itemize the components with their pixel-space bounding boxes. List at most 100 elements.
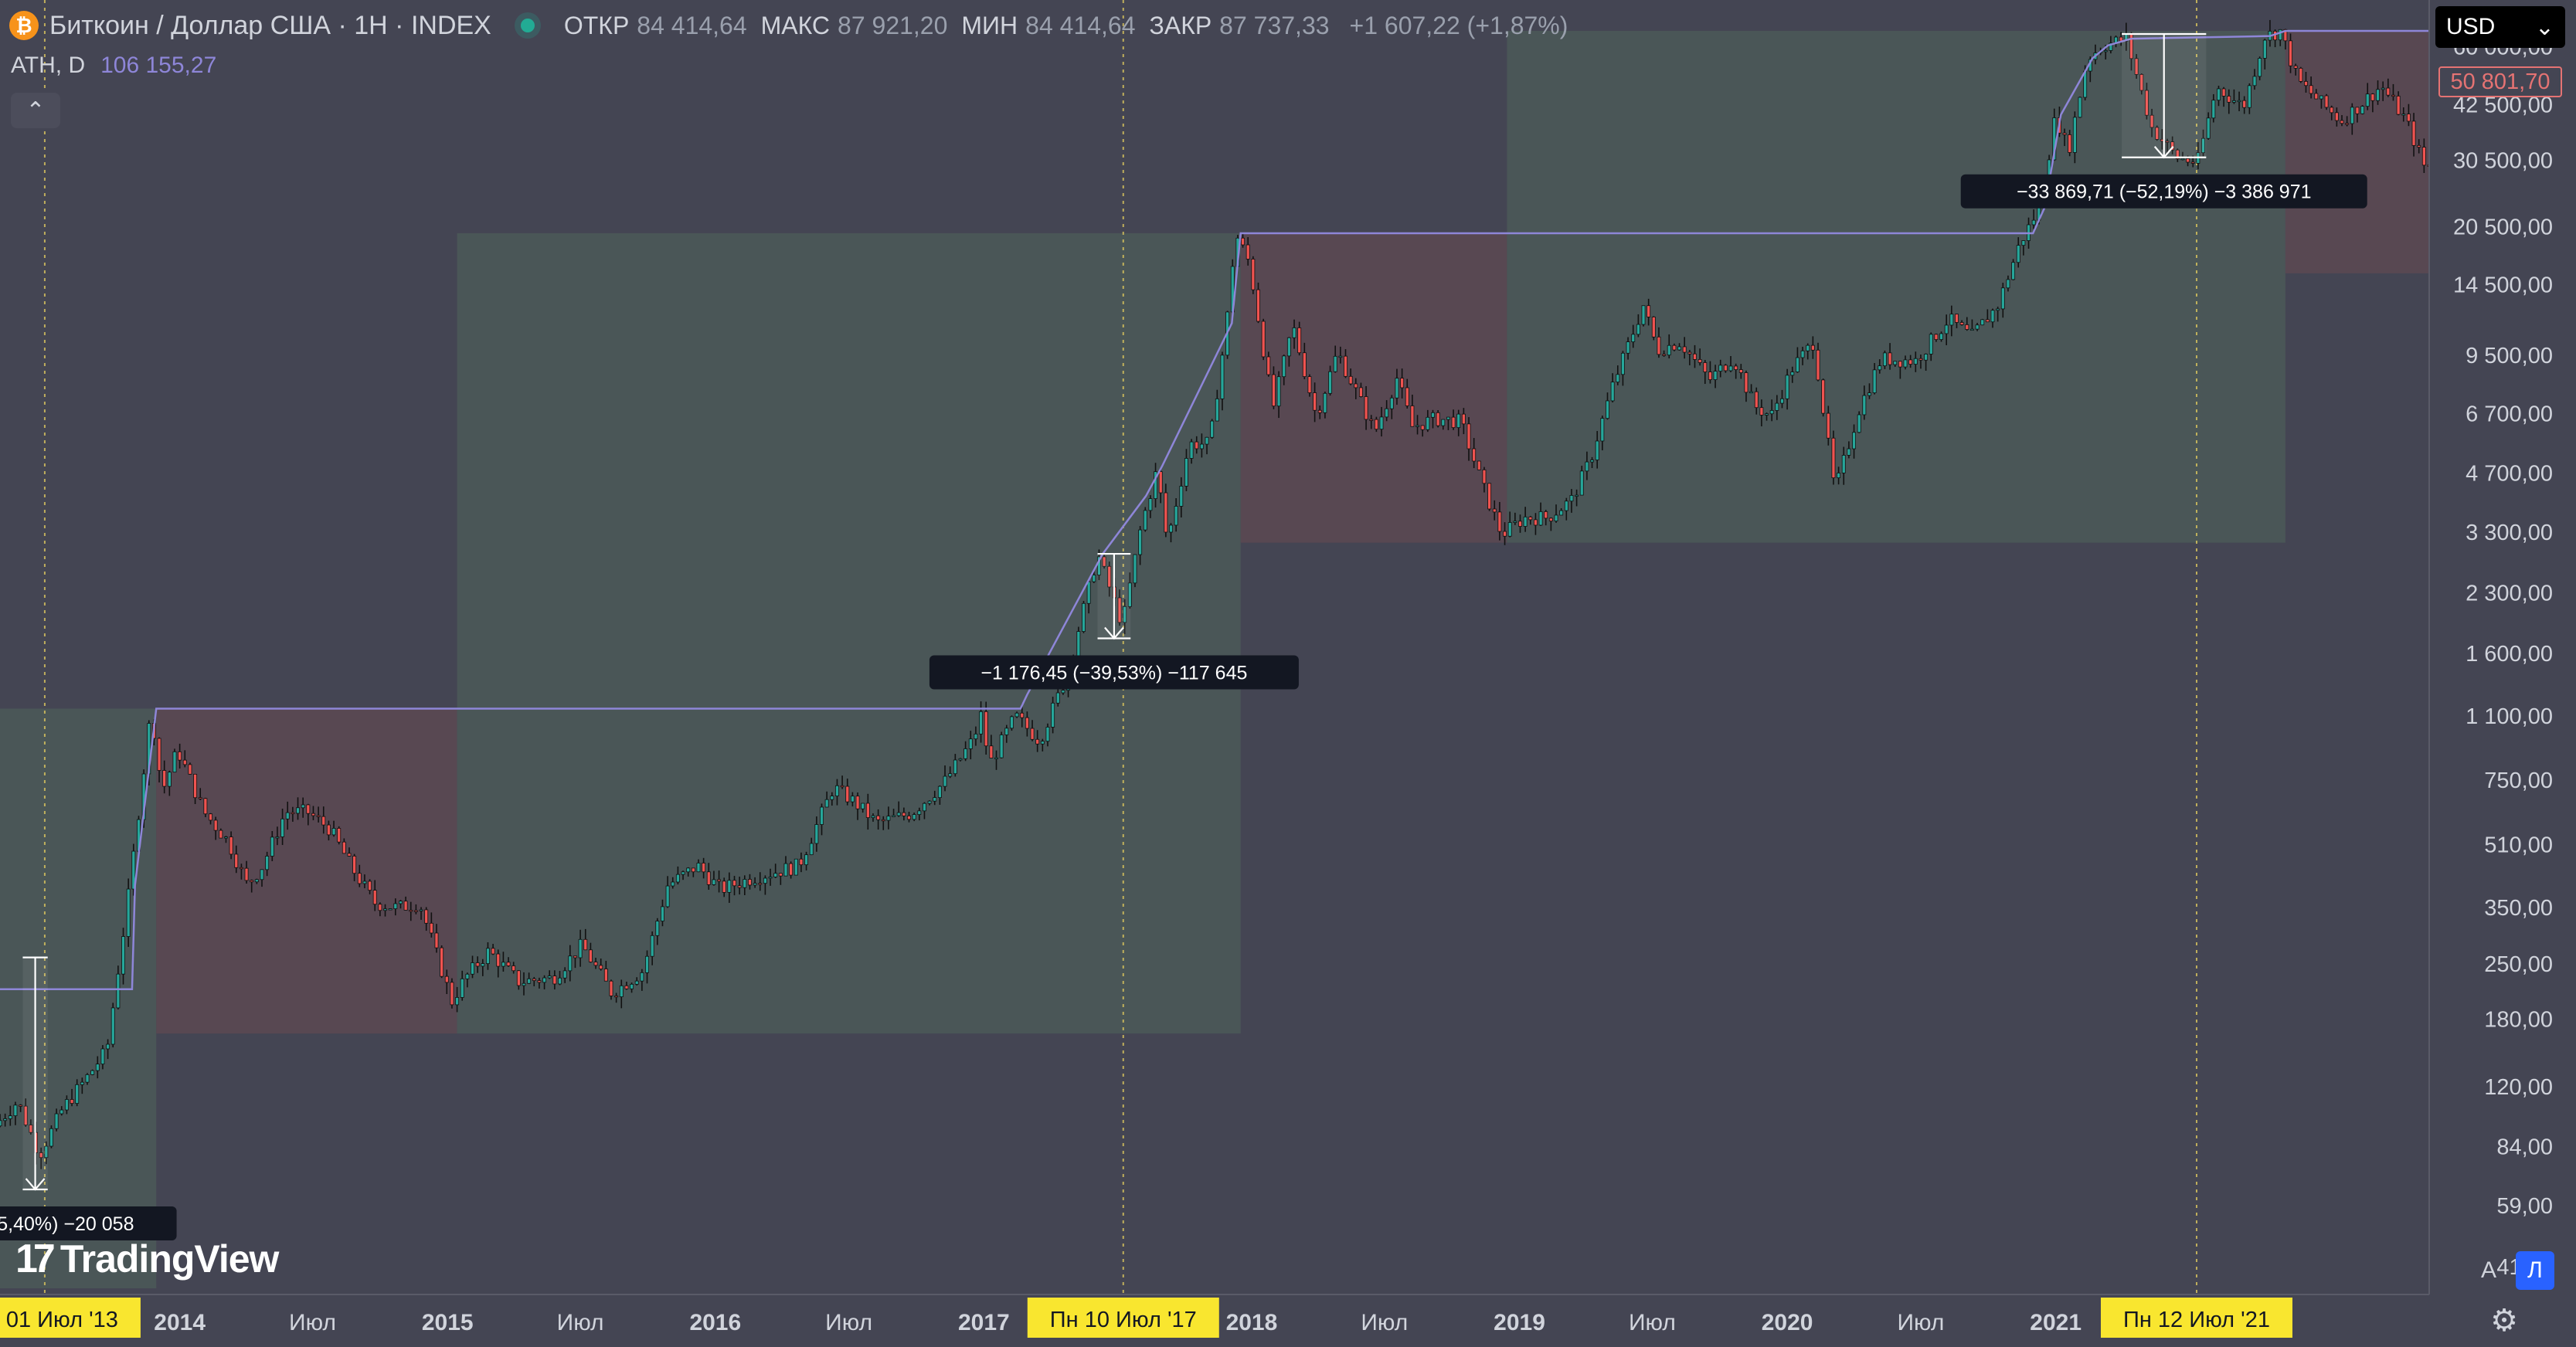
candle-body: [747, 879, 752, 886]
crosshair-date-bg: [2100, 1298, 2292, 1338]
candle-body: [691, 867, 695, 873]
currency-value: USD: [2446, 14, 2496, 39]
candle-body: [1307, 376, 1312, 393]
candle-body: [1980, 319, 1985, 326]
price-axis-bg: [2429, 0, 2576, 1347]
candle-body: [1538, 511, 1543, 526]
candle-body: [1014, 712, 1019, 718]
candle-body: [326, 824, 331, 836]
candle-body: [871, 815, 875, 818]
candle-body: [2068, 134, 2072, 153]
collapse-legend-button[interactable]: ⌃: [11, 93, 60, 128]
log-scale-button[interactable]: Л: [2516, 1251, 2554, 1290]
candle-body: [1410, 405, 1415, 427]
indicator-value: 106 155,27: [100, 53, 217, 78]
candle-body: [2299, 67, 2303, 82]
candle-body: [1878, 365, 1882, 371]
indicator-legend[interactable]: ATH, D 106 155,27: [11, 53, 216, 79]
candle-body: [1523, 516, 1528, 527]
candle-body: [1893, 361, 1898, 365]
candle-body: [250, 880, 254, 883]
candle-body: [275, 836, 280, 839]
candle-body: [1338, 355, 1343, 358]
candle-body: [2309, 85, 2313, 94]
candle-body: [1795, 357, 1799, 372]
candle-body: [753, 883, 757, 886]
bitcoin-icon[interactable]: ₿: [9, 11, 39, 40]
candle-body: [634, 980, 639, 985]
candle-body: [1857, 414, 1861, 433]
candle-body: [85, 1074, 90, 1083]
candle-body: [1939, 333, 1944, 341]
tradingview-logo[interactable]: 17 TradingView: [15, 1236, 279, 1282]
time-tick-label: 2017: [958, 1310, 1010, 1335]
candle-body: [994, 757, 998, 759]
candle-body: [1975, 324, 1980, 330]
bear-zone: [1240, 232, 1507, 543]
price-tick-label: 59,00: [2496, 1194, 2553, 1219]
candle-body: [2396, 95, 2401, 115]
scale-buttons: А Л: [2469, 1251, 2554, 1290]
candle-body: [937, 785, 942, 799]
candle-body: [70, 1099, 74, 1104]
candle-body: [209, 813, 212, 821]
candle-body: [2289, 40, 2292, 66]
drawdown-arrow-head: [25, 1178, 46, 1191]
auto-scale-button[interactable]: А: [2480, 1257, 2496, 1283]
candle-body: [193, 773, 198, 799]
candle-body: [758, 883, 763, 885]
gear-icon[interactable]: ⚙: [2490, 1304, 2518, 1338]
candle-body: [892, 815, 896, 817]
currency-select[interactable]: USD ⌄: [2435, 6, 2565, 48]
candle-body: [306, 804, 311, 814]
drawdown-label-bg: [929, 655, 1299, 690]
candle-body: [834, 785, 839, 796]
time-tick-label: 2016: [689, 1310, 741, 1335]
candle-body: [1816, 349, 1820, 381]
candle-body: [737, 885, 742, 888]
candle-body: [2000, 287, 2005, 310]
candle-body: [712, 879, 716, 885]
candle-body: [881, 819, 885, 822]
candle-body: [1292, 327, 1296, 338]
candle-body: [2011, 262, 2016, 280]
candle-body: [1703, 362, 1708, 372]
candle-body: [2217, 88, 2221, 101]
candle-body: [1092, 575, 1096, 582]
candle-body: [270, 836, 274, 857]
candle-body: [64, 1099, 69, 1111]
candle-body: [516, 970, 521, 986]
candle-body: [1466, 423, 1471, 450]
candle-body: [2386, 87, 2391, 96]
candle-body: [496, 953, 501, 967]
candle-body: [8, 1115, 12, 1119]
bull-zone: [1507, 31, 2285, 543]
candle-body: [861, 802, 865, 809]
candle-body: [1286, 337, 1291, 357]
candle-body: [182, 759, 187, 765]
candle-body: [671, 881, 675, 887]
candle-body: [280, 818, 285, 837]
candle-body: [1004, 728, 1009, 735]
candle-body: [1785, 375, 1789, 399]
candle-body: [665, 885, 670, 908]
candle-body: [167, 772, 172, 787]
candle-body: [260, 869, 264, 880]
candle-body: [789, 863, 794, 876]
symbol-title[interactable]: Биткоин / Доллар США · 1Н · INDEX: [49, 10, 491, 40]
candle-body: [845, 785, 850, 802]
time-tick-label: Июл: [1629, 1310, 1676, 1335]
candle-body: [1585, 461, 1589, 472]
candle-body: [1626, 341, 1630, 354]
candle-body: [1600, 418, 1605, 442]
candle-body: [1482, 469, 1487, 484]
candle-body: [1636, 324, 1640, 335]
candle-body: [912, 814, 916, 820]
candle-body: [1426, 416, 1430, 430]
candle-body: [501, 962, 505, 967]
candle-body: [2237, 100, 2241, 103]
candle-body: [650, 935, 654, 957]
candle-body: [450, 982, 454, 1006]
candle-body: [296, 807, 300, 814]
